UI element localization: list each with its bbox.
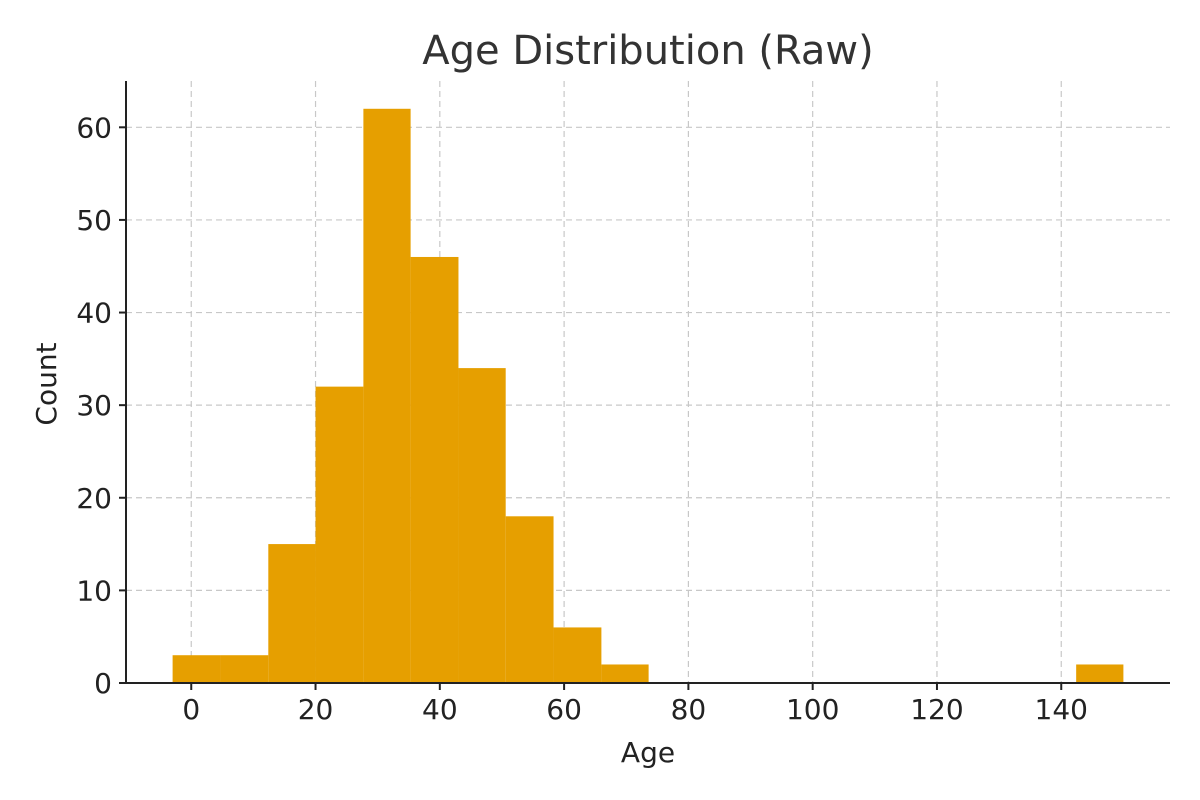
x-tick-label: 60 — [546, 693, 582, 726]
histogram-bar-7 — [505, 516, 554, 683]
y-axis-label: Count — [30, 342, 63, 425]
histogram-bar-0 — [172, 655, 221, 683]
histogram-bar-10 — [1076, 664, 1124, 683]
y-tick-label: 60 — [76, 111, 112, 144]
bars — [172, 108, 1124, 684]
histogram-bar-9 — [601, 664, 649, 683]
y-tick-label: 20 — [76, 482, 112, 515]
y-tick-label: 10 — [76, 574, 112, 607]
chart-title: Age Distribution (Raw) — [422, 28, 874, 74]
y-tick-label: 40 — [76, 297, 112, 330]
histogram-bar-6 — [458, 368, 506, 683]
y-tick-label: 50 — [76, 204, 112, 237]
histogram-bar-8 — [553, 627, 602, 683]
x-tick-label: 140 — [1035, 693, 1088, 726]
x-tick-label: 80 — [671, 693, 707, 726]
histogram-bar-2 — [268, 544, 316, 683]
gridlines — [126, 81, 1170, 683]
x-tick-label: 40 — [422, 693, 458, 726]
x-tick-label: 0 — [182, 693, 200, 726]
histogram-bar-5 — [410, 256, 459, 683]
x-axis-label: Age — [621, 736, 675, 769]
axes — [119, 81, 1170, 690]
tick-labels: 0 20 40 60 80 100 120 140 0 10 20 30 40 50 60 — [76, 111, 1088, 726]
histogram-bar-1 — [220, 655, 269, 683]
histogram-bar-4 — [363, 108, 411, 684]
y-tick-label: 30 — [76, 389, 112, 422]
y-tick-label: 0 — [94, 667, 112, 700]
histogram-bar-3 — [315, 386, 364, 683]
x-tick-label: 120 — [910, 693, 963, 726]
x-tick-label: 100 — [786, 693, 839, 726]
x-tick-label: 20 — [298, 693, 334, 726]
